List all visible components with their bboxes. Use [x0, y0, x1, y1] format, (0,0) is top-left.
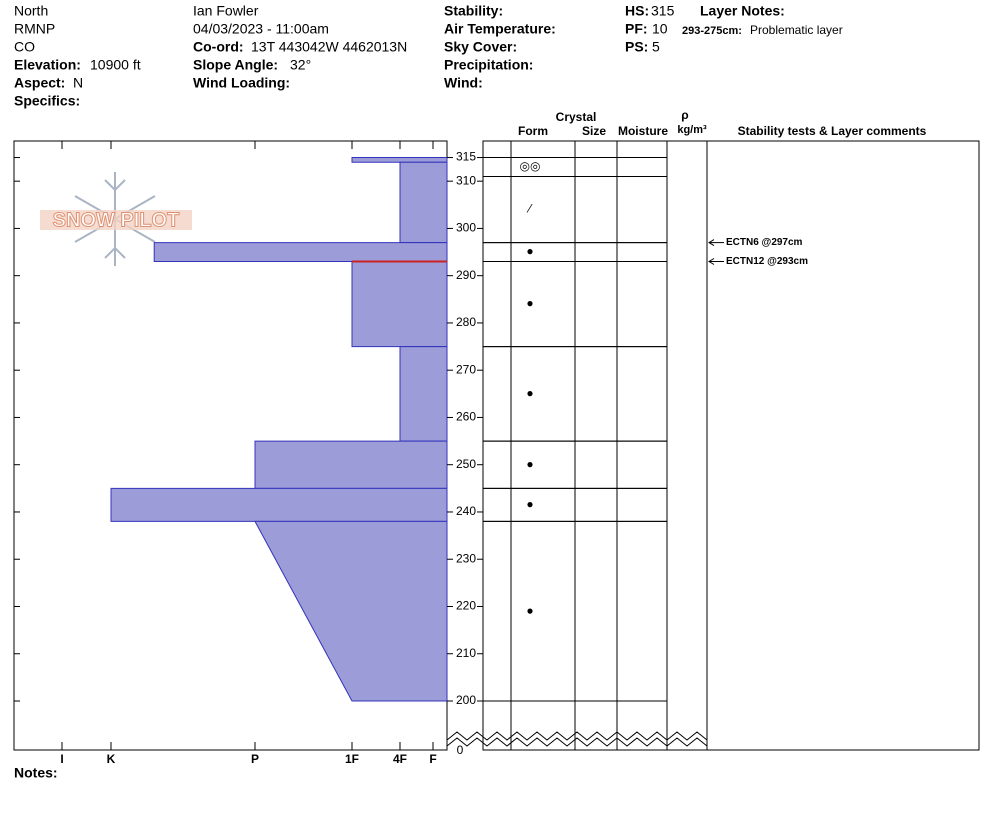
stability-test: ECTN6 @297cm [726, 237, 803, 248]
hardness-layer [110, 487, 448, 522]
crystal-form: ◎◎ [520, 159, 541, 173]
crystal-form: ● [526, 457, 533, 471]
crystal-form: ● [526, 497, 533, 511]
hardness-layer [153, 242, 448, 263]
column-header: ρ [681, 108, 688, 122]
test-arrowhead [708, 239, 715, 247]
hardness-layer [351, 157, 448, 163]
column-header: Moisture [618, 124, 668, 138]
logo-text: SNOW PILOT [53, 209, 180, 231]
hardness-layer [399, 161, 448, 244]
y-tick-label: 240 [456, 504, 476, 518]
location: North [14, 3, 48, 19]
layer-note-range: 293-275cm: [682, 25, 742, 37]
column-header: Size [582, 124, 606, 138]
field-value: 10900 ft [90, 57, 141, 73]
observer: Ian Fowler [193, 3, 259, 19]
hardness-layer [254, 440, 448, 489]
field-value: 5 [652, 39, 660, 55]
field-label: Aspect: [14, 75, 65, 91]
column-header: Form [518, 124, 548, 138]
x-tick-label: K [107, 752, 116, 766]
y-break-label: 0 [457, 743, 464, 757]
column-lines [510, 141, 708, 750]
y-tick-label: 250 [456, 457, 476, 471]
field-value: N [73, 75, 83, 91]
x-tick-label: F [429, 752, 436, 766]
hardness-layer [351, 261, 448, 348]
notes-label: Notes: [14, 765, 58, 781]
axis-break [446, 731, 708, 741]
field-label: PF: [625, 21, 648, 37]
x-tick-label: 4F [393, 752, 407, 766]
field-label: Sky Cover: [444, 39, 517, 55]
column-header: Crystal [556, 110, 597, 124]
field-label: Stability: [444, 3, 503, 19]
location: RMNP [14, 21, 55, 37]
layer-note-text: Problematic layer [750, 23, 843, 37]
field-label: HS: [625, 3, 649, 19]
crystal-form: ⁄ [526, 202, 533, 216]
y-tick-label: 315 [456, 150, 476, 164]
grid-frame [482, 140, 980, 751]
y-tick-label: 260 [456, 410, 476, 424]
x-tick-label: I [60, 752, 63, 766]
field-label: Air Temperature: [444, 21, 556, 37]
logo-band [40, 210, 192, 230]
hardness-layer [254, 520, 448, 702]
field-label: PS: [625, 39, 648, 55]
hardness-layer [399, 346, 448, 442]
field-label: Slope Angle: [193, 57, 278, 73]
y-tick-label: 210 [456, 646, 476, 660]
y-tick-label: 220 [456, 599, 476, 613]
layer-notes-title: Layer Notes: [700, 3, 785, 19]
field-value: 10 [652, 21, 668, 37]
field-label: Co-ord: [193, 39, 244, 55]
field-label: Wind Loading: [193, 75, 290, 91]
test-arrowhead [708, 258, 715, 265]
location: CO [14, 39, 35, 55]
field-value: 315 [651, 3, 675, 19]
datetime: 04/03/2023 - 11:00am [193, 21, 329, 37]
x-tick-label: 1F [345, 752, 359, 766]
field-label: Precipitation: [444, 57, 533, 73]
y-tick-label: 230 [456, 551, 476, 565]
crystal-form: ● [526, 603, 533, 617]
y-tick-label: 310 [456, 173, 476, 187]
crystal-form: ● [526, 244, 533, 258]
column-header: kg/m³ [677, 124, 707, 136]
y-tick-label: 300 [456, 221, 476, 235]
y-tick-label: 290 [456, 268, 476, 282]
x-tick-label: P [251, 752, 259, 766]
y-tick-label: 280 [456, 315, 476, 329]
y-tick-label: 200 [456, 693, 476, 707]
crystal-form: ● [526, 386, 533, 400]
field-value: 13T 443042W 4462013N [251, 39, 407, 55]
field-label: Elevation: [14, 57, 81, 73]
field-label: Specifics: [14, 93, 80, 109]
crystal-form: ● [526, 296, 533, 310]
column-header: Stability tests & Layer comments [738, 124, 927, 138]
field-value: 32° [290, 57, 311, 73]
stability-test: ECTN12 @293cm [726, 256, 808, 267]
field-label: Wind: [444, 75, 483, 91]
y-tick-label: 270 [456, 362, 476, 376]
axis-break [446, 737, 708, 747]
